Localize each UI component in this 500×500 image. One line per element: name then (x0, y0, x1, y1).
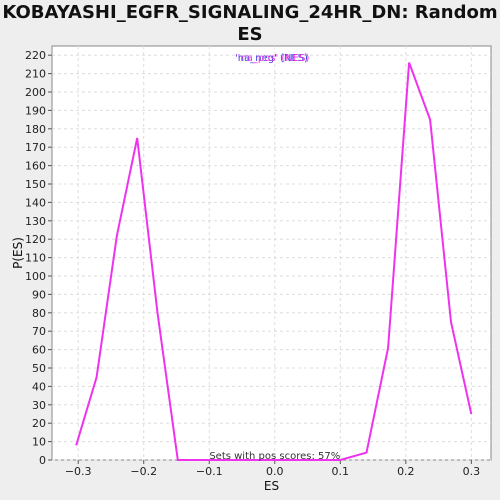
y-tick-label: 130 (25, 215, 46, 228)
y-tick-label: 160 (25, 160, 46, 173)
y-axis-label: P(ES) (11, 237, 25, 269)
y-tick-label: 210 (25, 68, 46, 81)
y-tick-label: 120 (25, 233, 46, 246)
x-tick-label: 0.1 (332, 465, 350, 478)
series-line (75, 62, 473, 461)
y-tick-label: 80 (32, 307, 46, 320)
plot-area (51, 45, 492, 461)
series-layer (75, 62, 473, 461)
y-tick-label: 140 (25, 196, 46, 209)
y-tick-label: 30 (32, 399, 46, 412)
y-tick-label: 100 (25, 270, 46, 283)
y-tick-label: 20 (32, 417, 46, 430)
y-tick-label: 90 (32, 288, 46, 301)
y-tick-label: 50 (32, 362, 46, 375)
x-tick-label: −0.1 (196, 465, 223, 478)
grid-layer (52, 46, 491, 461)
y-tick-label: 190 (25, 104, 46, 117)
x-tick-label: 0.2 (397, 465, 415, 478)
y-tick-label: 0 (39, 454, 46, 467)
y-tick-label: 40 (32, 380, 46, 393)
legend-entry-na-pos: 'na_pos' (NES) (238, 53, 310, 64)
x-tick-label: 0.0 (266, 465, 284, 478)
y-tick-label: 10 (32, 436, 46, 449)
y-tick-label: 150 (25, 178, 46, 191)
x-axis-label: ES (264, 479, 279, 493)
axis-layer: 0 10 20 30 40 50 60 70 80 90 100 110 120 130 140 150 160… (25, 49, 480, 478)
y-tick-label: 60 (32, 344, 46, 357)
x-tick-label: −0.3 (65, 465, 92, 478)
y-tick-label: 200 (25, 86, 46, 99)
y-tick-label: 70 (32, 325, 46, 338)
x-tick-label: 0.3 (463, 465, 481, 478)
y-tick-label: 220 (25, 49, 46, 62)
y-tick-label: 110 (25, 252, 46, 265)
y-tick-label: 170 (25, 141, 46, 154)
legend-entry-na-neg: 'na_neg' (NES) (235, 53, 308, 64)
y-tick-label: 180 (25, 123, 46, 136)
pos-scores-annotation: Sets with pos scores: 57% (209, 451, 340, 462)
x-tick-label: −0.2 (130, 465, 157, 478)
chart-title-line1: KOBAYASHI_EGFR_SIGNALING_24HR_DN: Random… (2, 2, 498, 45)
